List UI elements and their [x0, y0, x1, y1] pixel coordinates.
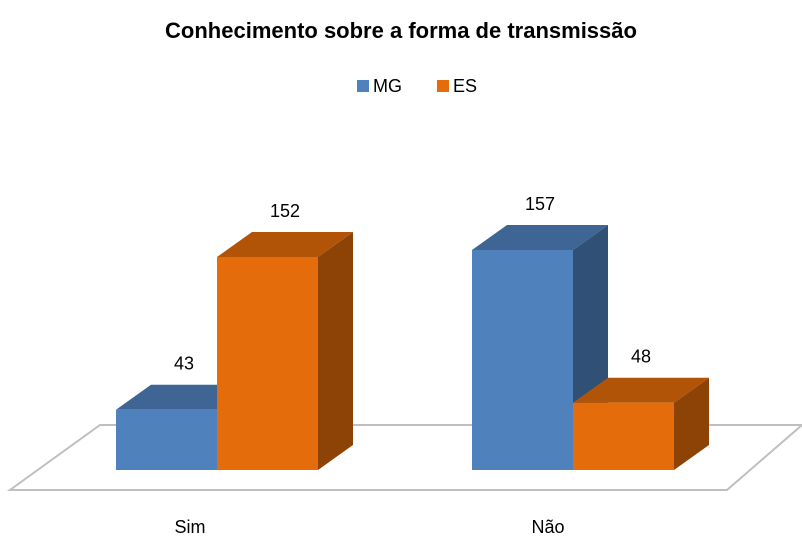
bar [217, 232, 353, 470]
legend-label: MG [373, 76, 402, 96]
bar [573, 377, 709, 470]
x-tick-label: Sim [175, 517, 206, 537]
bar-top [217, 232, 353, 258]
legend-label: ES [453, 76, 477, 96]
bar-side [674, 377, 709, 470]
data-label: 157 [525, 194, 555, 214]
bar-front [217, 257, 318, 470]
chart-title: Conhecimento sobre a forma de transmissã… [165, 18, 637, 43]
data-label: 48 [631, 346, 651, 366]
bar-top [573, 377, 709, 403]
x-tick-label: Não [531, 517, 564, 537]
bar-top [472, 225, 608, 250]
bar-front [573, 402, 674, 470]
data-label: 43 [174, 353, 194, 373]
bar-side [318, 232, 353, 470]
legend-swatch [437, 80, 449, 92]
legend-swatch [357, 80, 369, 92]
data-label: 152 [270, 201, 300, 221]
bar-front [116, 409, 217, 470]
bar-front [472, 250, 573, 470]
